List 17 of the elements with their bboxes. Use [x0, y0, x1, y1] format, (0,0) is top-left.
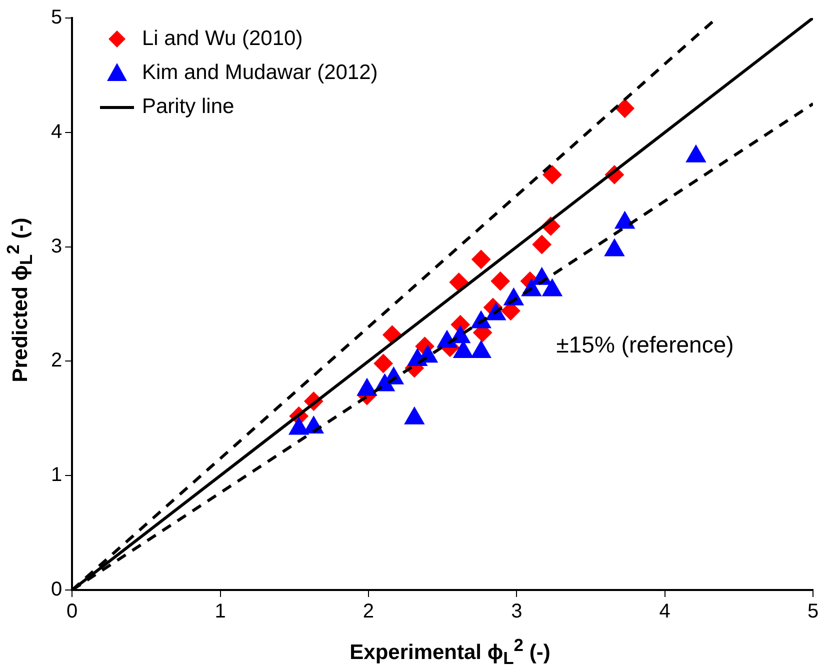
- x-tick-label: 0: [66, 600, 78, 623]
- legend-label: Li and Wu (2010): [142, 27, 303, 51]
- x-tick-label: 1: [214, 600, 226, 623]
- y-tick-label: 5: [51, 6, 62, 29]
- y-tick-label: 2: [51, 350, 62, 372]
- y-tick-label: 1: [51, 464, 62, 486]
- y-tick-label: 0: [51, 578, 62, 601]
- x-axis-title: Experimental ϕ$_{L}$$^{2}$ (-): [350, 634, 550, 667]
- x-tick-label: 5: [807, 600, 819, 623]
- legend-label: Kim and Mudawar (2012): [142, 61, 378, 85]
- x-tick-label: 3: [511, 600, 522, 623]
- y-tick-label: 3: [51, 235, 62, 258]
- annotation: ±15% (reference): [556, 332, 734, 358]
- x-tick-label: 4: [659, 600, 670, 623]
- legend-label: Parity line: [142, 95, 234, 119]
- x-tick-label: 2: [362, 600, 374, 623]
- y-tick-label: 4: [51, 120, 62, 143]
